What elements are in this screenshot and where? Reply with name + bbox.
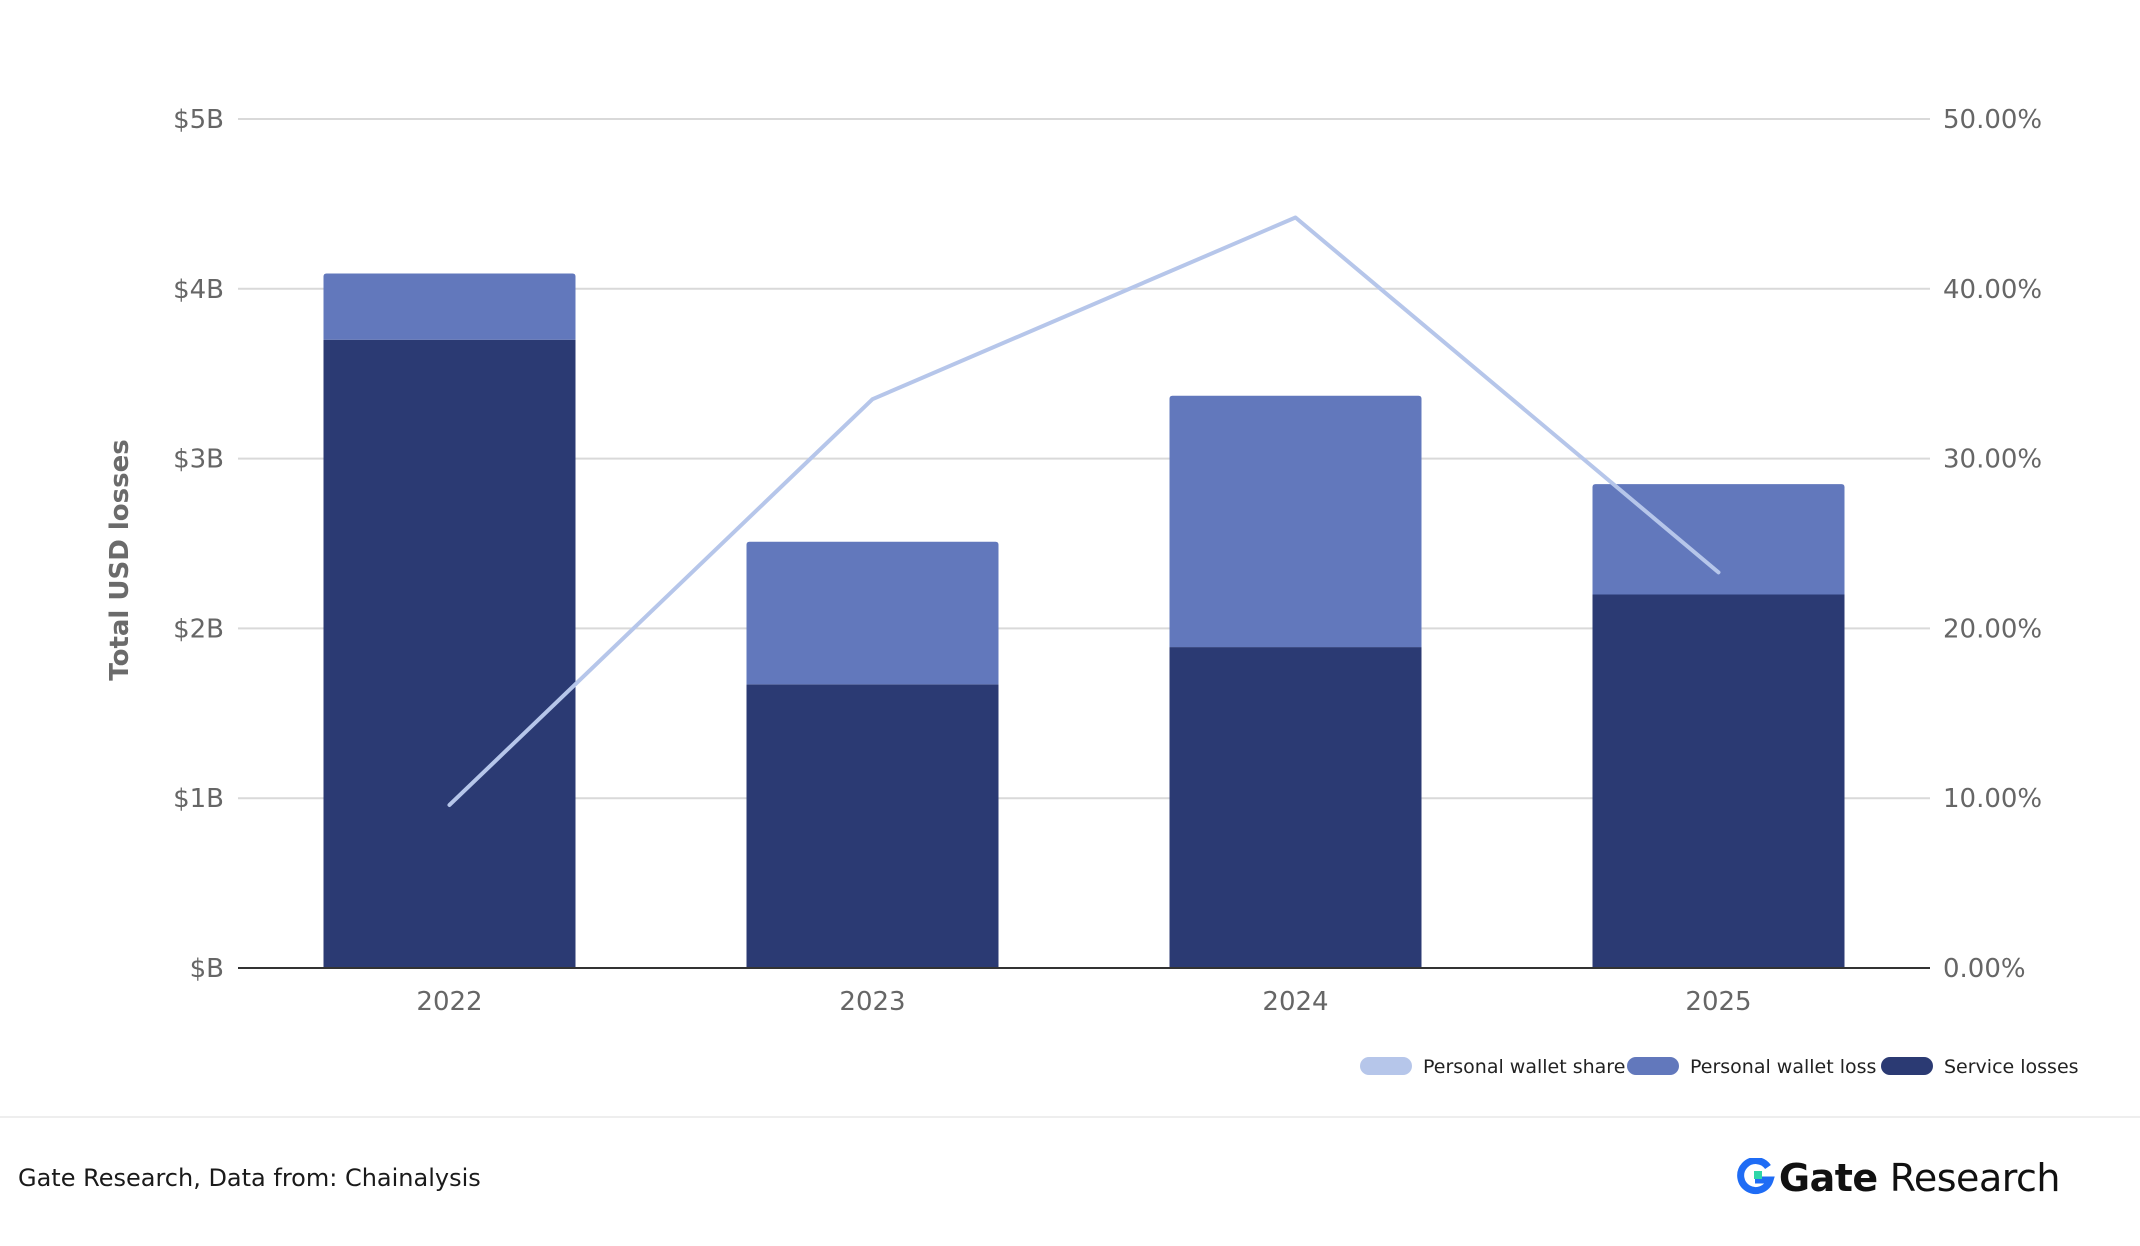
- x-tick-label: 2023: [839, 987, 905, 1017]
- bar-service-losses: [746, 684, 999, 968]
- y-tick-label: $5B: [173, 105, 224, 135]
- y2-tick-label: 40.00%: [1943, 275, 2042, 305]
- right-axis-ticks: 0.00% 10.00% 20.00% 30.00% 40.00% 50.00%: [1943, 105, 2042, 984]
- legend-label: Personal wallet share: [1423, 1056, 1625, 1078]
- brand-name: Gate: [1778, 1156, 1878, 1200]
- y2-tick-label: 30.00%: [1943, 445, 2042, 475]
- line-personal-wallet-share: [447, 215, 1721, 807]
- legend: Personal wallet share Personal wallet los…: [1360, 1056, 2079, 1078]
- bar-service-losses: [323, 339, 576, 968]
- legend-swatch: [1627, 1057, 1679, 1075]
- y-tick-label: $3B: [173, 445, 224, 475]
- y2-tick-label: 0.00%: [1943, 954, 2026, 984]
- gate-logo-icon: [1737, 1158, 1775, 1195]
- y-tick-label: $1B: [173, 784, 224, 814]
- left-axis-ticks: $B $1B $2B $3B $4B $5B: [173, 105, 224, 984]
- bar-personal-wallet-loss: [746, 541, 999, 685]
- brand: Gate Research: [1735, 1156, 2061, 1200]
- x-axis-ticks: 2022 2023 2024 2025: [416, 987, 1751, 1017]
- legend-swatch: [1360, 1057, 1412, 1075]
- source-note: Gate Research, Data from: Chainalysis: [18, 1164, 481, 1192]
- legend-label: Personal wallet loss: [1690, 1056, 1876, 1078]
- brand-subtitle: Research: [1889, 1156, 2061, 1200]
- bars: [323, 273, 1845, 968]
- y2-tick-label: 10.00%: [1943, 784, 2042, 814]
- share-line: [447, 215, 1721, 807]
- bar-personal-wallet-loss: [1592, 484, 1845, 595]
- bar-personal-wallet-loss: [1169, 395, 1422, 648]
- bar-service-losses: [1592, 594, 1845, 968]
- bar-personal-wallet-loss: [323, 273, 576, 340]
- y2-tick-label: 20.00%: [1943, 614, 2042, 644]
- legend-swatch: [1881, 1057, 1933, 1075]
- y-tick-label: $B: [190, 954, 224, 984]
- y-tick-label: $2B: [173, 614, 224, 644]
- y-axis-label: Total USD losses: [105, 439, 135, 680]
- footer-divider: [0, 1116, 2140, 1118]
- legend-label: Service losses: [1944, 1056, 2079, 1078]
- bar-service-losses: [1169, 647, 1422, 968]
- y2-tick-label: 50.00%: [1943, 105, 2042, 135]
- x-tick-label: 2022: [416, 987, 482, 1017]
- x-tick-label: 2024: [1262, 987, 1328, 1017]
- y-tick-label: $4B: [173, 275, 224, 305]
- x-tick-label: 2025: [1685, 987, 1751, 1017]
